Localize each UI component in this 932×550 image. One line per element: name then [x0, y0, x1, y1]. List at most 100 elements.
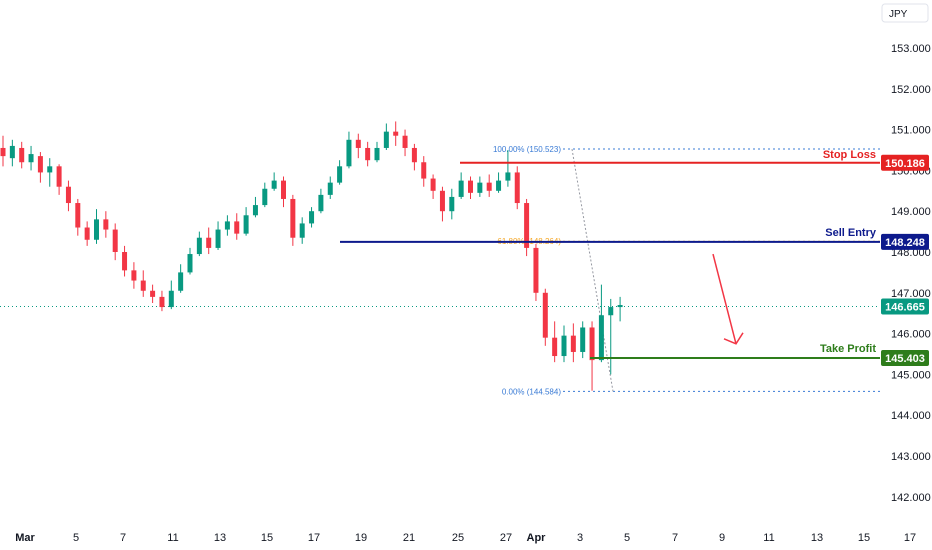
candle-body [299, 223, 305, 238]
candle-body [168, 290, 174, 308]
candle-body [430, 178, 436, 191]
time-tick-label: 15 [261, 532, 273, 544]
candle-body [598, 315, 604, 361]
price-tick-label: 147.000 [891, 288, 931, 300]
fib-label-top: 100.00% (150.523) [493, 145, 561, 154]
candle-body [617, 305, 623, 308]
candle-body [365, 147, 371, 161]
currency-badge[interactable]: JPY [881, 3, 929, 23]
price-tag-text: 148.248 [885, 237, 925, 249]
price-tick-label: 149.000 [891, 206, 931, 218]
price-tag-text: 150.186 [885, 158, 925, 170]
sell-entry-label: Sell Entry [825, 227, 877, 239]
candle-body [337, 166, 343, 183]
take-profit-label: Take Profit [820, 343, 876, 355]
time-axis[interactable]: Mar 5 7 11 13 15 17 19 21 25 27 Apr 3 5 7 9 11 13 15 17 [15, 532, 916, 544]
candle-body [178, 272, 184, 291]
price-tick-label: 152.000 [891, 84, 931, 96]
fib-trend-line[interactable] [571, 148, 614, 392]
fib-label-bottom: 0.00% (144.584) [502, 387, 561, 396]
price-tick-label: 148.000 [891, 247, 931, 259]
projection-arrow[interactable] [712, 253, 744, 345]
candle-body [9, 145, 15, 159]
price-tag-stop-loss [881, 154, 929, 171]
candle-body [402, 135, 408, 148]
candle-body [103, 219, 109, 230]
price-tag-text: 145.403 [885, 353, 925, 365]
time-tick-label: 27 [500, 532, 512, 544]
time-tick-label: 15 [858, 532, 870, 544]
candle-body [224, 221, 230, 230]
candle-body [524, 203, 530, 248]
time-tick-label: 9 [719, 532, 725, 544]
candle-body [580, 327, 586, 352]
candle-body [28, 154, 34, 163]
candle-body [449, 196, 455, 212]
candle-body [206, 237, 212, 248]
candle-body [458, 180, 464, 197]
candle-body [75, 203, 81, 228]
price-tag-text: 146.665 [885, 301, 925, 313]
time-tick-label: 21 [403, 532, 415, 544]
trade-levels[interactable]: Stop Loss Sell Entry Take Profit [340, 149, 880, 359]
candle-body [243, 215, 249, 234]
price-tick-label: 146.000 [891, 329, 931, 341]
time-tick-label: 3 [577, 532, 583, 544]
candle-body [383, 131, 389, 148]
candle-body [252, 205, 258, 216]
candle-body [355, 139, 361, 148]
candle-body [468, 180, 473, 193]
candle-body [496, 180, 502, 191]
arrow-head[interactable] [723, 332, 744, 345]
candle-body [131, 270, 137, 281]
candle-body [281, 180, 286, 199]
time-tick-label: 17 [308, 532, 320, 544]
candle-body [439, 190, 445, 212]
time-tick-label: 25 [452, 532, 464, 544]
time-tick-label: Mar [15, 532, 35, 544]
candle-body [552, 337, 558, 357]
candle-body [187, 254, 193, 273]
candle-body [589, 327, 595, 361]
time-tick-label: 17 [904, 532, 916, 544]
candles [0, 121, 623, 391]
time-tick-label: 5 [73, 532, 79, 544]
candle-body [411, 147, 417, 163]
candle-body [477, 182, 483, 193]
candle-body [47, 166, 53, 173]
stop-loss-label: Stop Loss [823, 149, 876, 161]
candle-body [533, 247, 539, 293]
candle-body [608, 307, 614, 316]
candle-body [346, 139, 352, 167]
candle-body [94, 219, 99, 240]
candle-body [421, 162, 427, 179]
candle-body [393, 131, 399, 136]
time-tick-label: 11 [763, 532, 774, 544]
candle-body [19, 147, 25, 163]
candle-body [56, 166, 62, 187]
candle-body [309, 211, 315, 224]
candle-body [112, 229, 118, 252]
time-tick-label: 13 [214, 532, 226, 544]
candle-body [318, 194, 324, 212]
arrow-shaft[interactable] [712, 253, 737, 344]
time-tick-label: 11 [167, 532, 178, 544]
price-tags: 150.186 148.248 146.665 145.403 [881, 154, 929, 366]
candle-body [570, 335, 576, 352]
candle-body [0, 147, 6, 157]
price-tick-label: 145.000 [891, 369, 931, 381]
candle-body [290, 198, 296, 238]
candle-body [374, 147, 380, 161]
price-tick-label: 143.000 [891, 451, 931, 463]
price-tag-current-price [881, 298, 929, 315]
candle-body [542, 292, 548, 338]
candle-body [140, 280, 146, 291]
candle-body [271, 180, 277, 189]
candle-body [505, 172, 511, 181]
time-tick-label: 5 [624, 532, 630, 544]
candle-body [150, 290, 156, 297]
price-tick-label: 151.000 [891, 125, 931, 137]
candle-body [122, 252, 128, 271]
candle-body [514, 172, 520, 204]
